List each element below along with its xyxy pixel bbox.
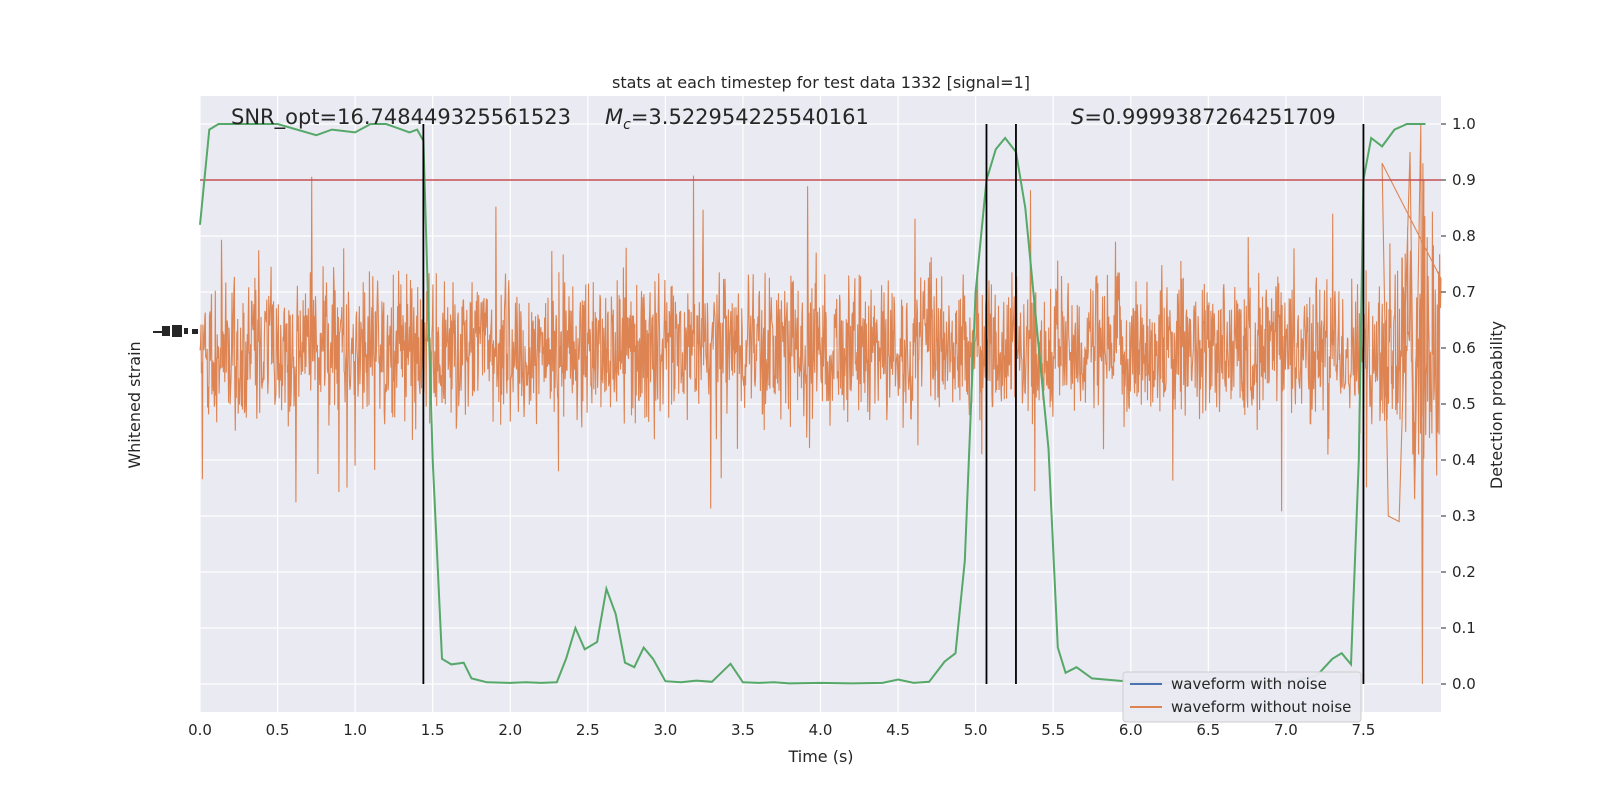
right-tick-label: 0.4 — [1452, 451, 1476, 469]
x-tick-label: 2.5 — [576, 721, 600, 739]
right-tick-label: 0.6 — [1452, 339, 1476, 357]
strain-waveform — [199, 123, 1442, 685]
x-tick-label: 3.5 — [731, 721, 755, 739]
x-tick-label: 7.0 — [1274, 721, 1298, 739]
s-symbol: S — [1071, 105, 1084, 129]
mc-value: =3.522954225540161 — [631, 105, 869, 129]
x-tick-label: 1.5 — [421, 721, 445, 739]
x-tick-label: 0.5 — [266, 721, 290, 739]
chirp-mass-annotation: Mc=3.522954225540161 — [605, 105, 869, 133]
legend: waveform with noise waveform without noi… — [1122, 671, 1362, 723]
left-axis-clutter — [153, 325, 198, 337]
x-tick-label: 2.0 — [498, 721, 522, 739]
x-tick-labels: 0.0 0.5 1.0 1.5 2.0 2.5 3.0 3.5 4.0 4.5 5.0 5.5 6.0 6… — [188, 721, 1375, 739]
right-tick-label: 0.9 — [1452, 171, 1476, 189]
right-tick-label: 0.5 — [1452, 395, 1476, 413]
legend-label-noise: waveform with noise — [1171, 675, 1327, 693]
x-tick-label: 1.0 — [343, 721, 367, 739]
right-tick-label: 0.7 — [1452, 283, 1476, 301]
right-tick-label: 0.8 — [1452, 227, 1476, 245]
legend-box — [1122, 671, 1362, 723]
right-tick-label: 1.0 — [1452, 115, 1476, 133]
right-tick-label: 0.3 — [1452, 507, 1476, 525]
x-tick-label: 6.5 — [1196, 721, 1220, 739]
left-axis-label: Whitened strain — [125, 341, 144, 468]
x-tick-label: 5.0 — [964, 721, 988, 739]
s-annotation: S=0.9999387264251709 — [1071, 105, 1336, 129]
mc-subscript: c — [623, 117, 631, 133]
x-tick-label: 4.5 — [886, 721, 910, 739]
x-tick-label: 5.5 — [1041, 721, 1065, 739]
right-tick-label: 0.2 — [1452, 563, 1476, 581]
s-value: =0.9999387264251709 — [1084, 105, 1335, 129]
strain-path — [199, 123, 1442, 685]
x-tick-label: 6.0 — [1119, 721, 1143, 739]
legend-label-no-noise: waveform without noise — [1171, 698, 1351, 716]
chart-title: stats at each timestep for test data 133… — [612, 73, 1030, 92]
right-tick-labels: 0.0 0.1 0.2 0.3 0.4 0.5 0.6 0.7 0.8 0.9 1.0 — [1441, 115, 1476, 693]
vertical-markers — [422, 124, 1365, 684]
x-axis-label: Time (s) — [787, 747, 853, 766]
right-tick-label: 0.1 — [1452, 619, 1476, 637]
x-tick-label: 0.0 — [188, 721, 212, 739]
x-tick-label: 3.0 — [653, 721, 677, 739]
x-tick-label: 7.5 — [1352, 721, 1376, 739]
right-tick-label: 0.0 — [1452, 675, 1476, 693]
right-axis-label: Detection probability — [1487, 321, 1506, 489]
x-tick-label: 4.0 — [809, 721, 833, 739]
snr-annotation: SNR_opt=16.748449325561523 — [231, 105, 571, 130]
mc-symbol: M — [605, 105, 623, 129]
